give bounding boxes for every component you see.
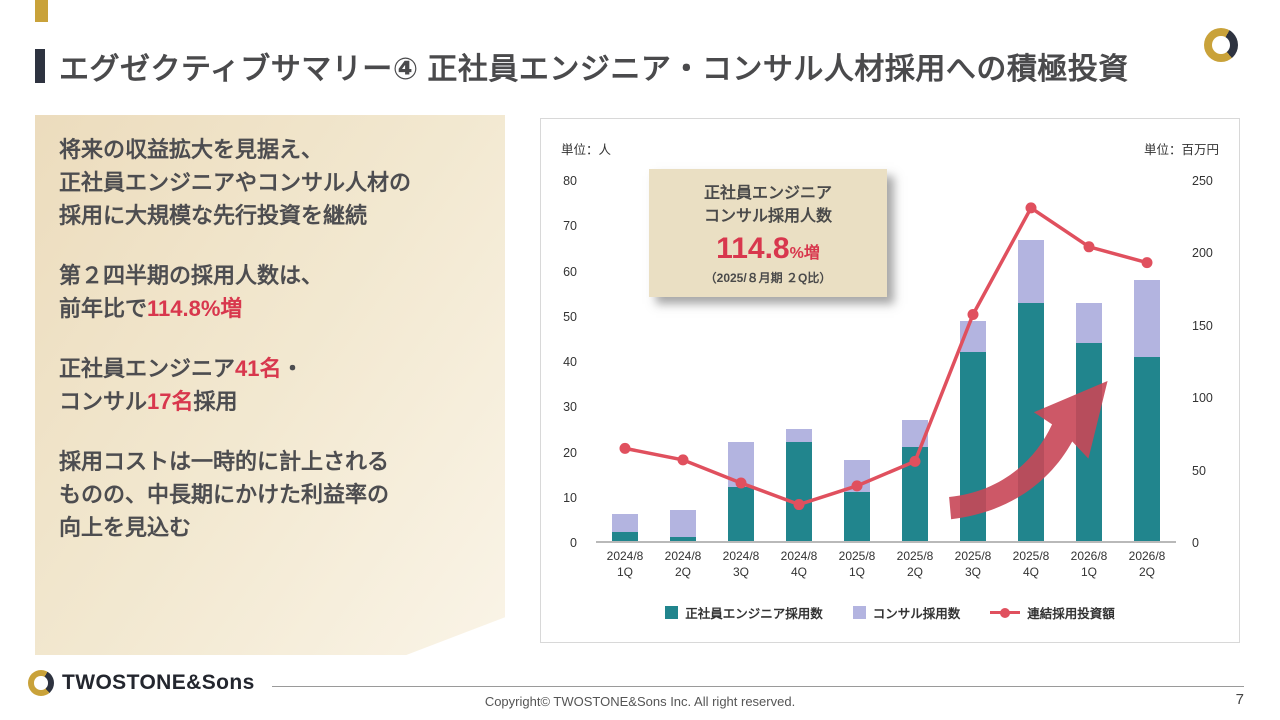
x-tick-label: 2026/8 1Q bbox=[1070, 549, 1108, 579]
bar-segment bbox=[1018, 239, 1044, 303]
annotation-value: 114.8%増 bbox=[716, 232, 820, 266]
legend-item: 連結採用投資額 bbox=[990, 603, 1115, 622]
y-tick-right: 150 bbox=[1192, 318, 1213, 333]
legend-label: 連結採用投資額 bbox=[1027, 607, 1115, 621]
page-title: エグゼクティブサマリー④ 正社員エンジニア・コンサル人材採用への積極投資 bbox=[59, 53, 1129, 86]
highlight-consultant-count: 17名 bbox=[147, 389, 194, 414]
footer-divider bbox=[272, 686, 1244, 687]
legend-item: 正社員エンジニア採用数 bbox=[665, 603, 823, 622]
legend-swatch-icon bbox=[665, 606, 679, 619]
bar-segment bbox=[786, 442, 812, 541]
footer-logo-icon bbox=[28, 670, 54, 696]
bar-slot bbox=[596, 181, 654, 541]
x-tick-label: 2025/8 2Q bbox=[896, 549, 934, 579]
x-tick-label: 2024/8 1Q bbox=[606, 549, 644, 579]
y-tick-left: 40 bbox=[563, 355, 577, 369]
unit-left-label: 単位：人 bbox=[561, 143, 612, 157]
y-tick-right: 100 bbox=[1192, 391, 1213, 406]
bar-segment bbox=[670, 509, 696, 537]
footer-logo-text: TWOSTONE&Sons bbox=[62, 671, 255, 694]
y-tick-left: 70 bbox=[563, 219, 577, 234]
legend-line-icon bbox=[990, 607, 1021, 618]
y-tick-right: 200 bbox=[1192, 246, 1213, 261]
y-tick-left: 20 bbox=[563, 445, 577, 460]
bar-segment bbox=[612, 532, 638, 541]
y-tick-left: 10 bbox=[563, 490, 577, 505]
x-tick-label: 2025/8 4Q bbox=[1012, 549, 1050, 579]
summary-paragraph-1: 将来の収益拡大を見据え、 正社員エンジニアやコンサル人材の 採用に大規模な先行投… bbox=[59, 137, 412, 228]
bar-segment bbox=[612, 514, 638, 532]
page-number: 7 bbox=[1235, 691, 1244, 708]
highlight-growth-rate: 114.8%増 bbox=[147, 296, 243, 321]
bar-segment bbox=[902, 419, 928, 447]
y-tick-right: 50 bbox=[1192, 463, 1206, 478]
x-tick-label: 2025/8 1Q bbox=[838, 549, 876, 579]
header: エグゼクティブサマリー④ 正社員エンジニア・コンサル人材採用への積極投資 bbox=[35, 44, 1129, 88]
legend-swatch-icon bbox=[852, 606, 866, 619]
highlight-engineer-count: 41名 bbox=[235, 356, 282, 381]
summary-paragraph-2: 第２四半期の採用人数は、 前年比で114.8%増 bbox=[59, 263, 324, 321]
y-tick-right: 0 bbox=[1192, 536, 1199, 550]
y-tick-left: 30 bbox=[563, 400, 577, 415]
company-logo-icon bbox=[1204, 28, 1238, 62]
bar-segment bbox=[786, 428, 812, 442]
x-tick-label: 2025/8 3Q bbox=[954, 549, 992, 579]
copyright-text: Copyright© TWOSTONE&Sons Inc. All right … bbox=[484, 694, 796, 709]
bar-segment bbox=[728, 442, 754, 487]
summary-paragraph-4: 採用コストは一時的に計上される ものの、中長期にかけた利益率の 向上を見込む bbox=[59, 449, 390, 540]
unit-right-label: 単位：百万円 bbox=[1143, 143, 1219, 157]
summary-panel: 将来の収益拡大を見据え、 正社員エンジニアやコンサル人材の 採用に大規模な先行投… bbox=[35, 115, 505, 655]
corner-accent bbox=[35, 0, 48, 22]
bar-segment bbox=[670, 536, 696, 541]
legend-item: コンサル採用数 bbox=[852, 603, 961, 622]
y-tick-right: 250 bbox=[1192, 174, 1213, 188]
x-tick-label: 2024/8 2Q bbox=[664, 549, 702, 579]
bar-segment bbox=[844, 491, 870, 541]
y-axis-left: 0 10 20 30 40 50 60 70 80 bbox=[541, 174, 587, 550]
footer-logo: TWOSTONE&Sons bbox=[28, 670, 255, 696]
x-tick-label: 2024/8 4Q bbox=[780, 549, 818, 579]
legend-label: コンサル採用数 bbox=[872, 607, 961, 621]
legend-label: 正社員エンジニア採用数 bbox=[685, 607, 823, 621]
x-tick-label: 2024/8 3Q bbox=[722, 549, 760, 579]
summary-paragraph-3: 正社員エンジニア41名・ コンサル17名採用 bbox=[59, 356, 304, 414]
annotation-line1: 正社員エンジニア bbox=[703, 185, 832, 202]
bar-slot bbox=[654, 181, 712, 541]
annotation-line2: コンサル採用人数 bbox=[703, 208, 832, 226]
y-tick-left: 0 bbox=[570, 536, 577, 550]
y-tick-left: 50 bbox=[563, 309, 577, 324]
bar-slot bbox=[886, 181, 944, 541]
annotation-box: 正社員エンジニア コンサル採用人数 114.8%増 （2025/８月期 ２Q比） bbox=[649, 169, 887, 298]
title-accent-bar bbox=[35, 49, 45, 83]
bar-segment bbox=[902, 446, 928, 541]
bar-segment bbox=[728, 487, 754, 541]
bar-segment bbox=[844, 460, 870, 492]
chart-card: 単位：人 単位：百万円 0 10 20 30 40 50 60 70 80 0 50 100 150 2… bbox=[540, 118, 1240, 643]
annotation-note: （2025/８月期 ２Q比） bbox=[704, 271, 832, 286]
y-tick-left: 60 bbox=[563, 264, 577, 279]
chart-legend: 正社員エンジニア採用数 コンサル採用数 連結採用投資額 bbox=[541, 603, 1239, 622]
x-axis-labels: 2024/8 1Q 2024/8 2Q 2024/8 3Q 2024/8 4Q 2025… bbox=[596, 549, 1176, 580]
y-tick-left: 80 bbox=[563, 174, 577, 188]
y-axis-right: 0 50 100 150 200 250 bbox=[1182, 174, 1237, 550]
x-tick-label: 2026/8 2Q bbox=[1128, 549, 1166, 579]
growth-arrow-icon bbox=[949, 380, 1108, 520]
bar-segment bbox=[1076, 302, 1102, 343]
